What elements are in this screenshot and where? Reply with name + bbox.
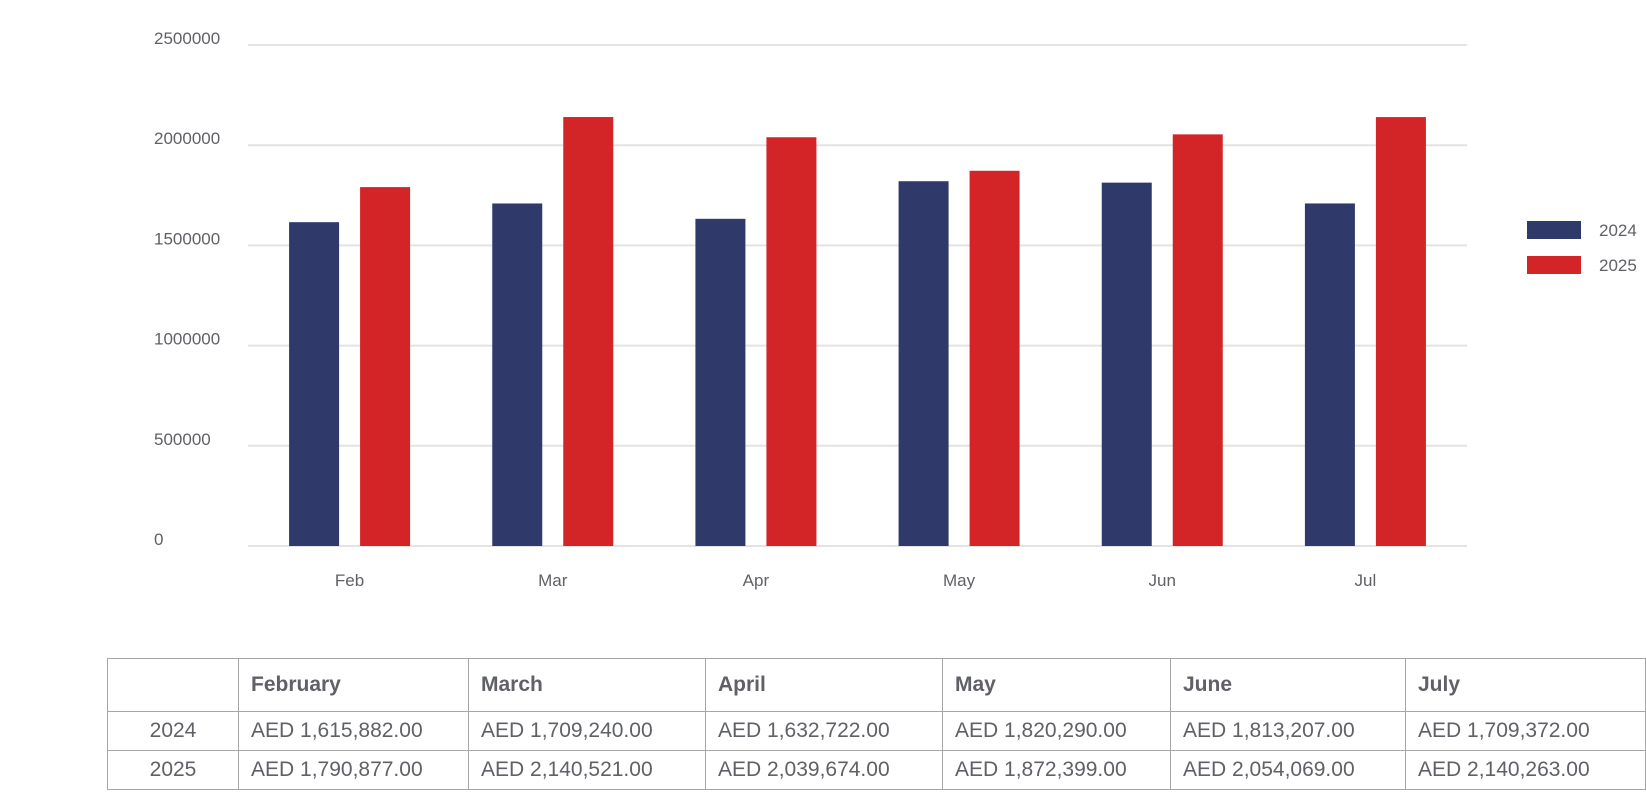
data-table: February March April May June July 2024 … (107, 658, 1646, 790)
table-cell: AED 2,054,069.00 (1170, 750, 1406, 790)
table-cell: AED 1,709,240.00 (468, 711, 706, 751)
bar-2025-may (969, 170, 1020, 546)
x-tick-label: Feb (335, 571, 364, 590)
table-cell: AED 1,709,372.00 (1405, 711, 1646, 751)
bar-2025-apr (766, 137, 817, 546)
legend-label: 2025 (1599, 256, 1637, 275)
y-tick-label: 1500000 (154, 229, 220, 248)
table-cell: AED 1,813,207.00 (1170, 711, 1406, 751)
table-cell: AED 1,790,877.00 (238, 750, 469, 790)
x-tick-label: Jun (1149, 571, 1176, 590)
table-cell: AED 1,872,399.00 (942, 750, 1171, 790)
table-header-july: July (1405, 658, 1646, 712)
legend-label: 2024 (1599, 221, 1637, 240)
y-tick-label: 500000 (154, 430, 211, 449)
bar-2025-jul (1375, 117, 1426, 546)
y-tick-label: 2500000 (154, 29, 220, 48)
table-cell: AED 2,140,263.00 (1405, 750, 1646, 790)
x-tick-label: Jul (1355, 571, 1377, 590)
row-label: 2025 (107, 750, 239, 790)
bar-2025-jun (1172, 134, 1223, 547)
legend-swatch-2024 (1527, 221, 1581, 239)
table-header-april: April (705, 658, 943, 712)
bar-2025-feb (360, 187, 411, 546)
bar-2024-mar (492, 203, 543, 546)
table-header-may: May (942, 658, 1171, 712)
y-tick-label: 2000000 (154, 129, 220, 148)
table-cell: AED 1,820,290.00 (942, 711, 1171, 751)
bar-2024-feb (289, 222, 340, 546)
y-tick-label: 1000000 (154, 330, 220, 349)
table-header-february: February (238, 658, 469, 712)
table-cell: AED 1,615,882.00 (238, 711, 469, 751)
row-label: 2024 (107, 711, 239, 751)
bar-2024-jul (1304, 203, 1355, 547)
table-row-2025: 2025 AED 1,790,877.00 AED 2,140,521.00 A… (107, 750, 1646, 790)
x-tick-label: May (943, 571, 976, 590)
table-cell: AED 2,039,674.00 (705, 750, 943, 790)
table-cell: AED 2,140,521.00 (468, 750, 706, 790)
bar-chart: 0 500000 1000000 1500000 2000000 2500000 Feb Ma… (154, 29, 1637, 590)
legend-swatch-2025 (1527, 256, 1581, 274)
table-row-2024: 2024 AED 1,615,882.00 AED 1,709,240.00 A… (107, 711, 1646, 751)
table-header-corner (107, 658, 239, 712)
table-header-row: February March April May June July (107, 658, 1646, 712)
x-tick-label: Apr (743, 571, 770, 590)
chart-canvas: 0 500000 1000000 1500000 2000000 2500000 Feb Ma… (154, 29, 1637, 590)
bar-2024-may (898, 181, 949, 547)
bar-2024-jun (1101, 182, 1152, 547)
y-tick-label: 0 (154, 530, 163, 549)
table-header-june: June (1170, 658, 1406, 712)
bar-2025-mar (563, 117, 614, 547)
bar-2024-apr (695, 218, 746, 547)
table-cell: AED 1,632,722.00 (705, 711, 943, 751)
table-header-march: March (468, 658, 706, 712)
x-tick-label: Mar (538, 571, 568, 590)
